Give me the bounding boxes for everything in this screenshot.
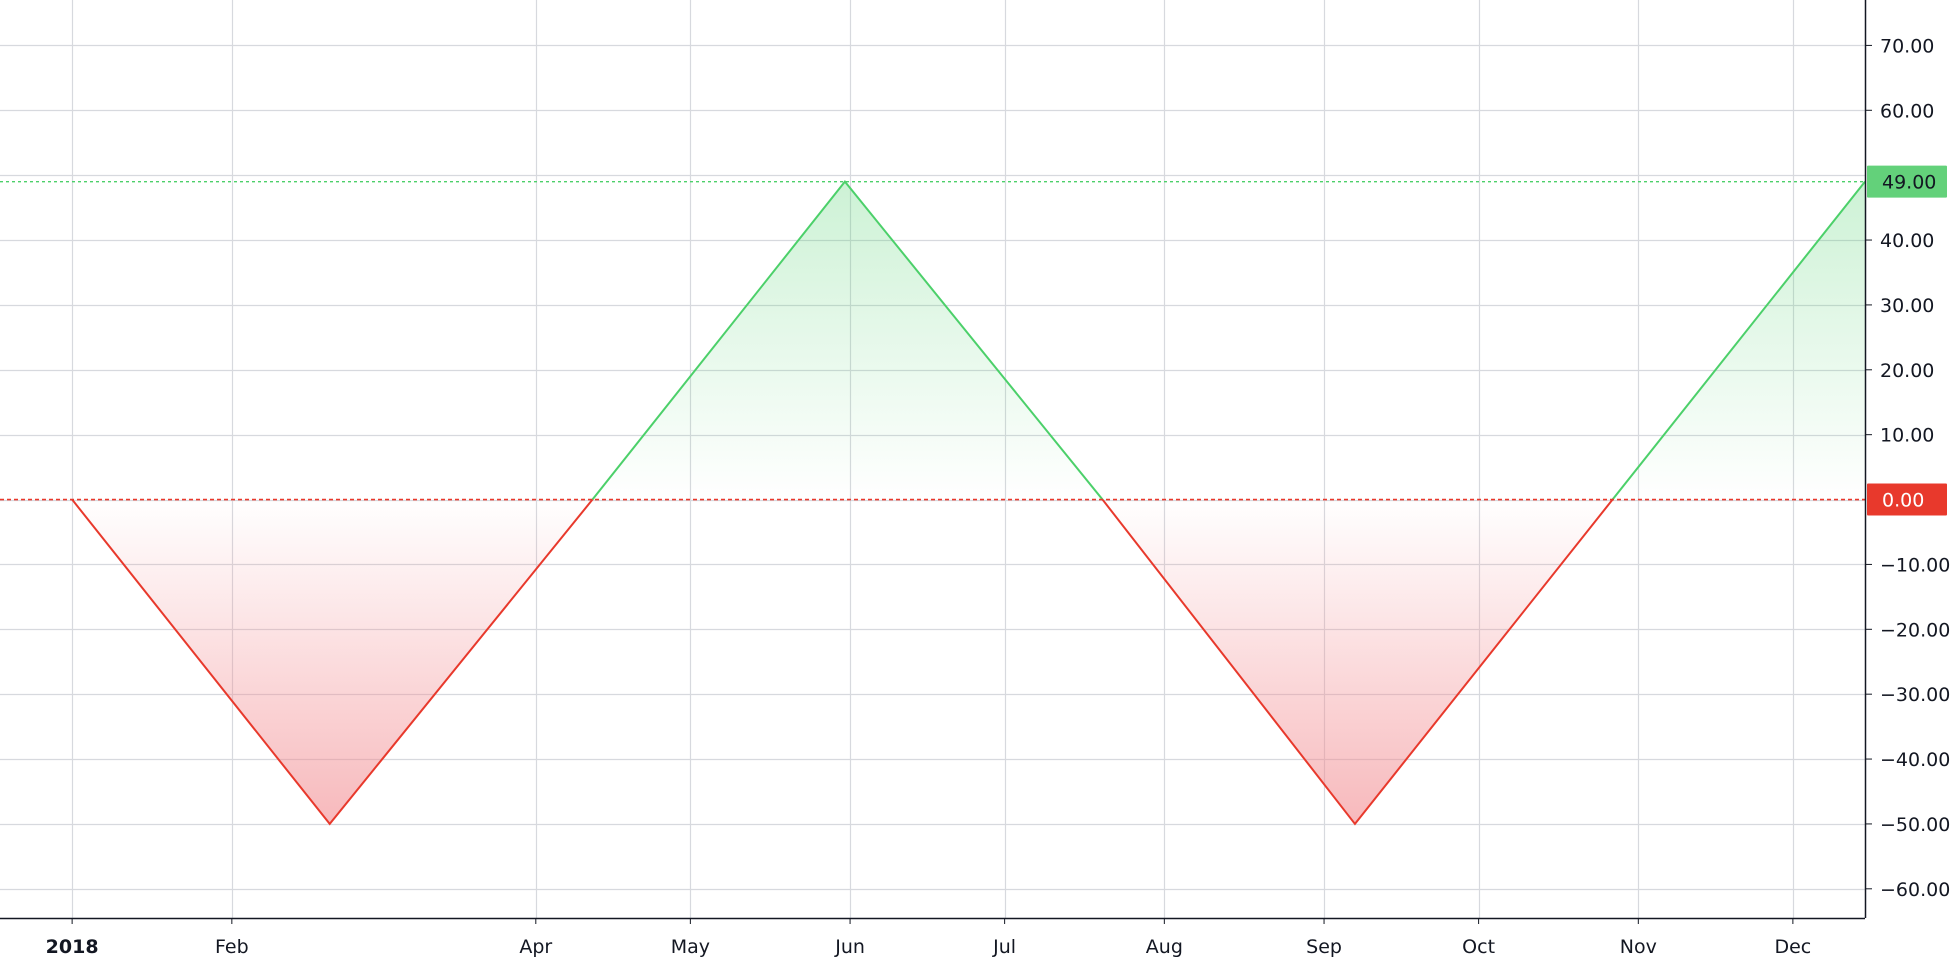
x-tick-label: Feb: [215, 936, 249, 958]
baseline-badge-background: [1867, 483, 1947, 516]
x-tick-label: Jun: [834, 936, 865, 958]
x-tick-label: 2018: [46, 936, 99, 958]
x-axis-ticks: 2018 Feb Apr May Jun Jul Aug Sep Oct Nov Dec: [46, 918, 1811, 958]
series-lines: [71, 180, 1865, 826]
price-badges: 49.00 0.00: [1867, 165, 1947, 516]
x-tick-label: Jul: [992, 936, 1016, 958]
y-axis-ticks: 70.00 60.00 40.00 30.00 20.00 10.00 −10.00 −20.…: [1865, 35, 1950, 901]
y-tick-label: −50.00: [1880, 814, 1950, 836]
last-value-badge-background: [1867, 165, 1947, 198]
y-tick-label: −30.00: [1880, 684, 1950, 706]
x-tick-label: Dec: [1774, 936, 1811, 958]
x-tick-label: Aug: [1146, 936, 1183, 958]
y-tick-label: −60.00: [1880, 879, 1950, 901]
x-tick-label: Oct: [1462, 936, 1495, 958]
y-tick-label: 40.00: [1880, 230, 1934, 252]
y-tick-label: 30.00: [1880, 295, 1934, 317]
area-fill-positive: [592, 181, 1865, 500]
reference-lines: [0, 180, 1865, 501]
series-line-positive: [72, 180, 1865, 500]
x-tick-label: Sep: [1306, 936, 1342, 958]
y-tick-label: 10.00: [1880, 425, 1934, 447]
y-tick-label: −20.00: [1880, 619, 1950, 641]
y-tick-label: 20.00: [1880, 360, 1934, 382]
last-value-badge-label: 49.00: [1882, 172, 1936, 194]
y-tick-label: −40.00: [1880, 749, 1950, 771]
area-fill-negative: [72, 499, 1865, 824]
x-tick-label: Nov: [1620, 936, 1657, 958]
y-tick-label: −10.00: [1880, 554, 1950, 576]
x-tick-label: May: [671, 936, 710, 958]
axes: [0, 0, 1867, 920]
area-fills: [72, 181, 1865, 824]
series-line-negative: [71, 499, 1614, 826]
y-tick-label: 70.00: [1880, 35, 1934, 57]
x-tick-label: Apr: [519, 936, 552, 958]
y-tick-label: 60.00: [1880, 100, 1934, 122]
baseline-badge-label: 0.00: [1882, 490, 1924, 512]
